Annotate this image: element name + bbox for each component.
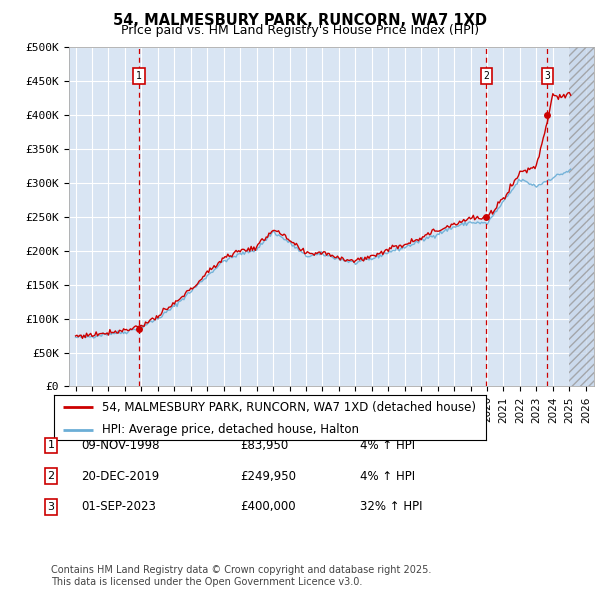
Bar [569,47,594,386]
Text: 54, MALMESBURY PARK, RUNCORN, WA7 1XD: 54, MALMESBURY PARK, RUNCORN, WA7 1XD [113,13,487,28]
Text: 2: 2 [47,471,55,481]
Text: 32% ↑ HPI: 32% ↑ HPI [360,500,422,513]
Text: 3: 3 [47,502,55,512]
Text: 2: 2 [484,71,490,81]
Text: HPI: Average price, detached house, Halton: HPI: Average price, detached house, Halt… [101,423,359,437]
Text: £249,950: £249,950 [240,470,296,483]
Text: Price paid vs. HM Land Registry's House Price Index (HPI): Price paid vs. HM Land Registry's House … [121,24,479,37]
Text: 01-SEP-2023: 01-SEP-2023 [81,500,156,513]
Text: 4% ↑ HPI: 4% ↑ HPI [360,470,415,483]
Text: 54, MALMESBURY PARK, RUNCORN, WA7 1XD (detached house): 54, MALMESBURY PARK, RUNCORN, WA7 1XD (d… [101,401,476,414]
Text: 20-DEC-2019: 20-DEC-2019 [81,470,159,483]
Text: 1: 1 [136,71,142,81]
Text: £400,000: £400,000 [240,500,296,513]
Text: 1: 1 [47,441,55,450]
Text: 09-NOV-1998: 09-NOV-1998 [81,439,160,452]
Text: £83,950: £83,950 [240,439,288,452]
Text: 3: 3 [544,71,550,81]
Text: Contains HM Land Registry data © Crown copyright and database right 2025.
This d: Contains HM Land Registry data © Crown c… [51,565,431,587]
Text: 4% ↑ HPI: 4% ↑ HPI [360,439,415,452]
